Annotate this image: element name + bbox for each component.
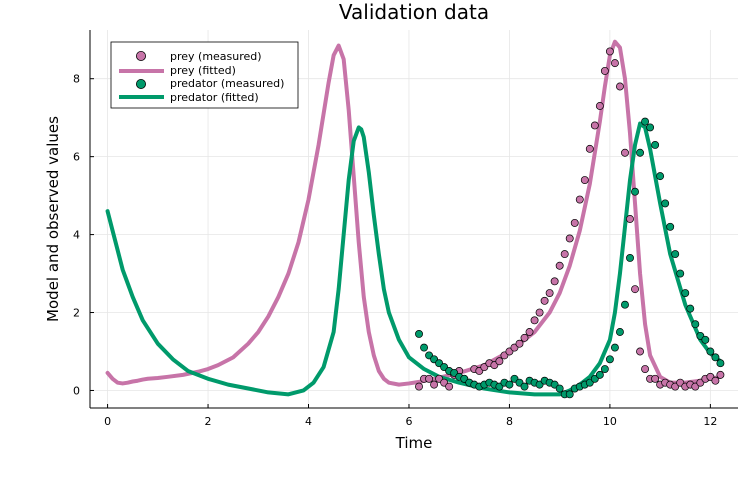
data-point-prey-measured bbox=[520, 333, 529, 342]
data-point-prey-measured bbox=[550, 277, 559, 286]
data-point-predator-measured bbox=[691, 320, 700, 329]
data-point-predator-measured bbox=[616, 328, 624, 336]
data-point-prey-measured bbox=[590, 121, 599, 130]
data-point-predator-measured bbox=[555, 384, 564, 393]
data-point-prey-measured bbox=[636, 347, 645, 356]
data-point-predator-measured bbox=[661, 199, 670, 208]
data-point-predator-measured bbox=[420, 343, 428, 352]
data-point-predator-measured bbox=[600, 365, 609, 373]
data-point-prey-measured bbox=[651, 374, 660, 383]
data-point-predator-measured bbox=[631, 187, 639, 196]
data-point-prey-measured bbox=[616, 82, 624, 91]
data-point-predator-measured bbox=[565, 390, 574, 399]
data-point-predator-measured bbox=[610, 343, 619, 352]
data-point-predator-measured bbox=[641, 117, 650, 126]
data-point-predator-measured bbox=[681, 289, 690, 297]
data-point-prey-measured bbox=[430, 380, 439, 389]
legend-marker-prey-measured bbox=[135, 51, 146, 62]
x-tick-label: 10 bbox=[603, 415, 617, 428]
data-point-prey-measured bbox=[570, 218, 579, 227]
data-point-prey-measured bbox=[711, 376, 720, 385]
data-point-predator-measured bbox=[706, 347, 715, 356]
legend-label-prey-fitted: prey (fitted) bbox=[170, 64, 236, 77]
data-point-prey-measured bbox=[595, 102, 604, 110]
data-point-prey-measured bbox=[530, 316, 539, 325]
x-tick-label: 4 bbox=[305, 415, 312, 428]
data-point-predator-measured bbox=[656, 172, 665, 181]
data-point-prey-measured bbox=[631, 285, 639, 294]
x-tick-label: 0 bbox=[104, 415, 111, 428]
y-tick-label: 0 bbox=[73, 384, 80, 397]
data-point-prey-measured bbox=[555, 261, 564, 270]
data-point-prey-measured bbox=[445, 382, 454, 391]
data-point-prey-measured bbox=[641, 365, 650, 373]
data-point-predator-measured bbox=[651, 141, 660, 149]
data-point-prey-measured bbox=[580, 176, 589, 184]
data-point-prey-measured bbox=[560, 250, 569, 259]
data-point-prey-measured bbox=[585, 144, 594, 153]
x-tick-label: 2 bbox=[205, 415, 212, 428]
y-tick-label: 2 bbox=[73, 307, 80, 320]
data-point-prey-measured bbox=[535, 308, 544, 317]
data-point-prey-measured bbox=[575, 195, 584, 204]
data-point-predator-measured bbox=[605, 355, 614, 364]
data-point-prey-measured bbox=[610, 59, 619, 68]
data-point-predator-measured bbox=[505, 380, 514, 389]
data-point-prey-measured bbox=[540, 296, 549, 305]
ticks: 0 2 4 6 8 10 12 0 2 4 6 8 bbox=[73, 73, 717, 428]
x-axis-title: Time bbox=[395, 434, 433, 452]
data-point-prey-measured bbox=[626, 215, 634, 223]
y-tick-label: 6 bbox=[73, 151, 80, 164]
series-line-predator-fitted bbox=[105, 121, 723, 397]
data-point-predator-measured bbox=[716, 359, 725, 368]
data-point-predator-measured bbox=[666, 222, 675, 231]
data-point-prey-measured bbox=[515, 339, 524, 348]
data-point-predator-measured bbox=[676, 269, 685, 278]
data-point-prey-measured bbox=[415, 382, 423, 391]
data-point-prey-measured bbox=[545, 289, 554, 297]
data-point-prey-measured bbox=[621, 148, 629, 157]
data-point-predator-measured bbox=[701, 335, 710, 344]
chart-title: Validation data bbox=[339, 0, 489, 24]
data-point-prey-measured bbox=[565, 234, 574, 243]
data-point-prey-measured bbox=[716, 370, 725, 379]
axes bbox=[89, 30, 738, 409]
data-point-predator-measured bbox=[646, 123, 655, 132]
series-line-prey-fitted bbox=[105, 39, 723, 387]
y-tick-label: 8 bbox=[73, 73, 80, 86]
data-point-prey-measured bbox=[425, 374, 434, 383]
data-point-predator-measured bbox=[686, 304, 695, 313]
legend-marker-predator-measured bbox=[135, 79, 146, 90]
legend-label-predator-measured: predator (measured) bbox=[170, 77, 284, 90]
x-tick-label: 6 bbox=[405, 415, 412, 428]
y-tick-label: 4 bbox=[73, 229, 80, 242]
legend-label-predator-fitted: predator (fitted) bbox=[170, 91, 259, 104]
x-tick-label: 8 bbox=[506, 415, 513, 428]
legend-label-prey-measured: prey (measured) bbox=[170, 50, 262, 63]
data-point-predator-measured bbox=[626, 254, 634, 262]
data-point-prey-measured bbox=[495, 357, 504, 366]
data-point-predator-measured bbox=[595, 370, 604, 379]
data-point-predator-measured bbox=[711, 353, 720, 362]
data-point-prey-measured bbox=[605, 47, 614, 56]
series bbox=[105, 39, 725, 399]
data-point-prey-measured bbox=[525, 328, 534, 336]
data-point-predator-measured bbox=[636, 148, 645, 157]
data-point-predator-measured bbox=[520, 382, 529, 391]
data-point-prey-measured bbox=[600, 66, 609, 75]
y-axis-title: Model and observed values bbox=[44, 116, 62, 322]
data-point-predator-measured bbox=[415, 330, 423, 338]
legend: prey (measured) prey (fitted) predator (… bbox=[110, 41, 299, 109]
data-point-predator-measured bbox=[671, 250, 680, 259]
data-point-predator-measured bbox=[621, 300, 629, 309]
x-tick-label: 12 bbox=[703, 415, 717, 428]
